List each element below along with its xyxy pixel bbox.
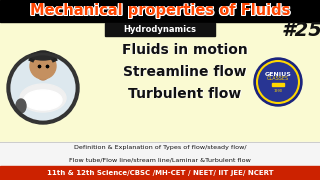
Text: Mechanical properties of Fluids: Mechanical properties of Fluids	[30, 3, 290, 19]
Circle shape	[9, 54, 77, 122]
Text: Fluids in motion: Fluids in motion	[122, 43, 248, 57]
Text: Mechanical properties of Fluids: Mechanical properties of Fluids	[31, 3, 291, 18]
Text: #25: #25	[282, 21, 320, 40]
Ellipse shape	[24, 90, 62, 110]
Ellipse shape	[38, 72, 47, 80]
Circle shape	[257, 61, 299, 103]
Text: Flow tube/Flow line/stream line/Laminar &Turbulent flow: Flow tube/Flow line/stream line/Laminar …	[69, 158, 251, 163]
Text: Turbulent flow: Turbulent flow	[128, 87, 242, 102]
Bar	[272, 83, 284, 86]
Bar	[0, 0, 320, 22]
Text: GENIUS: GENIUS	[265, 71, 292, 76]
Circle shape	[7, 52, 79, 124]
Bar	[0, 142, 320, 166]
Text: Turbulent flow: Turbulent flow	[129, 87, 242, 101]
Text: Fluids in motion: Fluids in motion	[123, 43, 248, 57]
Text: Mechanical properties of Fluids: Mechanical properties of Fluids	[30, 4, 290, 19]
Circle shape	[254, 58, 302, 106]
Bar	[105, 23, 215, 36]
Text: Mechanical properties of Fluids: Mechanical properties of Fluids	[29, 3, 289, 19]
Text: Mechanical properties of Fluids: Mechanical properties of Fluids	[31, 4, 291, 19]
Text: Fluids in motion: Fluids in motion	[122, 43, 247, 57]
Ellipse shape	[16, 99, 26, 113]
Text: Streamline flow: Streamline flow	[124, 65, 247, 79]
Text: Fluids in motion: Fluids in motion	[122, 42, 248, 57]
Text: Streamline flow: Streamline flow	[123, 64, 247, 78]
Text: Fluids in motion: Fluids in motion	[122, 44, 248, 57]
Text: Turbulent flow: Turbulent flow	[128, 87, 242, 101]
Bar	[0, 22, 320, 142]
Text: Streamline flow: Streamline flow	[123, 66, 247, 80]
Text: Turbulent flow: Turbulent flow	[128, 87, 242, 100]
Text: CLASSES: CLASSES	[267, 76, 289, 82]
Circle shape	[9, 54, 77, 122]
Text: Definition & Explanation of Types of flow/steady flow/: Definition & Explanation of Types of flo…	[74, 145, 246, 150]
Text: 11th & 12th Science/CBSC /MH-CET / NEET/ IIT JEE/ NCERT: 11th & 12th Science/CBSC /MH-CET / NEET/…	[47, 170, 273, 176]
Text: Turbulent flow: Turbulent flow	[128, 87, 241, 101]
Ellipse shape	[20, 84, 66, 112]
Text: 1990: 1990	[274, 89, 283, 93]
Text: Mechanical properties of Fluids: Mechanical properties of Fluids	[29, 4, 289, 19]
Text: Streamline flow: Streamline flow	[123, 65, 246, 79]
Text: Hydrodynamics: Hydrodynamics	[124, 25, 196, 34]
Circle shape	[30, 53, 56, 79]
Ellipse shape	[31, 52, 55, 60]
Text: Mechanical properties of Fluids: Mechanical properties of Fluids	[30, 3, 290, 18]
Text: Mechanical properties of Fluids: Mechanical properties of Fluids	[29, 3, 289, 18]
Text: Streamline flow: Streamline flow	[123, 65, 247, 79]
Bar	[0, 166, 320, 180]
Text: Mechanical properties of Fluids: Mechanical properties of Fluids	[31, 3, 291, 19]
